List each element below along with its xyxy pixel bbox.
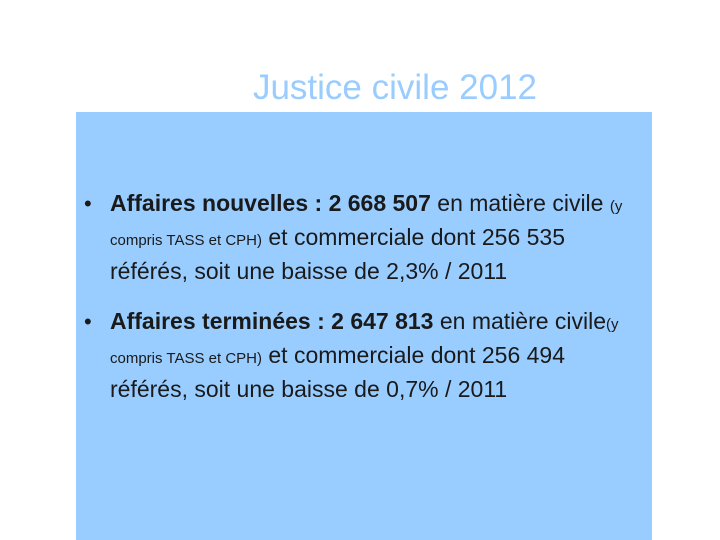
bullet-marker: • [84, 309, 92, 334]
bullet-list: • Affaires nouvelles : 2 668 507 en mati… [84, 188, 644, 424]
bullet-text: et commerciale dont 256 494 référés, soi… [110, 342, 565, 402]
bullet-text: et commerciale dont 256 535 référés, soi… [110, 224, 565, 284]
bullet-closed-cases: • Affaires terminées : 2 647 813 en mati… [84, 306, 644, 405]
bullet-lead: Affaires terminées : 2 647 813 [110, 308, 434, 334]
bullet-note: (y compris TASS et CPH) [110, 316, 619, 367]
bullet-marker: • [84, 191, 92, 216]
bullet-note: (y compris TASS et CPH) [110, 198, 623, 249]
bullet-lead: Affaires nouvelles : 2 668 507 [110, 190, 431, 216]
bullet-new-cases: • Affaires nouvelles : 2 668 507 en mati… [84, 188, 644, 287]
content-panel [76, 112, 652, 540]
bullet-text: en matière civile [430, 190, 610, 216]
slide-title: Justice civile 2012 [252, 68, 538, 107]
bullet-text: en matière civile [433, 308, 607, 334]
